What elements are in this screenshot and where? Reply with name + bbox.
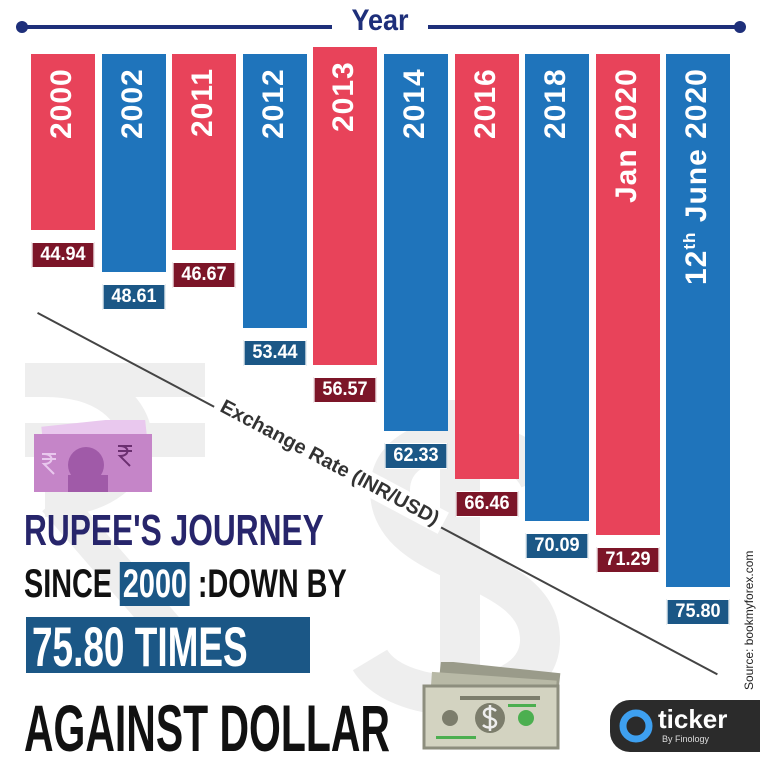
- year-highlight: 2000: [120, 562, 190, 606]
- category-label: 12th June 2020: [680, 68, 714, 285]
- value-label: 56.57: [314, 376, 377, 403]
- category-label: 2002: [115, 68, 149, 139]
- value-label: 62.33: [384, 443, 448, 470]
- bar-2000: [31, 54, 95, 230]
- headline-line2: SINCE 2000 :DOWN BY: [24, 562, 347, 607]
- bar-2012: [242, 54, 307, 329]
- year-axis-line-right: [428, 25, 740, 29]
- bar-12th-june-2020: [666, 54, 731, 587]
- category-label: 2014: [398, 68, 431, 139]
- value-label: 66.46: [455, 490, 518, 517]
- ticker-name: ticker: [658, 704, 728, 734]
- bar-2011: [172, 54, 237, 250]
- category-label: Jan 2020: [609, 68, 643, 203]
- category-label: 2012: [256, 68, 290, 139]
- category-label: 2016: [468, 68, 502, 139]
- value-label: 71.29: [596, 546, 660, 573]
- year-axis-line-left: [22, 25, 332, 29]
- category-label: 2013: [327, 61, 361, 132]
- bar-2002: [101, 54, 166, 273]
- ticker-sub: By Finology: [662, 734, 710, 744]
- value-label: 53.44: [243, 340, 307, 367]
- down-by-text: :DOWN BY: [197, 562, 347, 606]
- axis-dot-right: [734, 21, 746, 33]
- source-text: Source: bookmyforex.com: [742, 550, 756, 690]
- bar-2016: [454, 54, 519, 479]
- value-label: 46.67: [172, 262, 236, 288]
- axis-dot-left: [16, 21, 28, 33]
- headline-line3: 75.80 TIMES: [32, 615, 248, 678]
- bar-jan-2020: [595, 54, 660, 535]
- value-label: 44.94: [31, 242, 95, 268]
- dollar-notes-icon: [422, 662, 561, 750]
- rupee-note-icon: [34, 420, 152, 492]
- bar-2013: [313, 47, 378, 365]
- headline-line1: RUPEE'S JOURNEY: [24, 506, 324, 555]
- value-label: 75.80: [667, 599, 730, 625]
- bar-2014: [384, 54, 448, 432]
- headline-line4: AGAINST DOLLAR: [24, 691, 390, 765]
- value-label: 70.09: [525, 532, 589, 559]
- headline-highlight-box: [26, 617, 310, 673]
- ticker-ring-icon: [619, 709, 653, 743]
- category-label: 2000: [45, 68, 78, 139]
- chart-title: Year: [351, 4, 409, 37]
- category-label: 2011: [186, 67, 220, 137]
- since-text: SINCE: [24, 562, 113, 606]
- ticker-logo: ticker By Finology: [610, 700, 760, 752]
- bar-2018: [525, 54, 590, 521]
- category-label: 2018: [539, 68, 573, 139]
- value-label: 48.61: [102, 284, 165, 311]
